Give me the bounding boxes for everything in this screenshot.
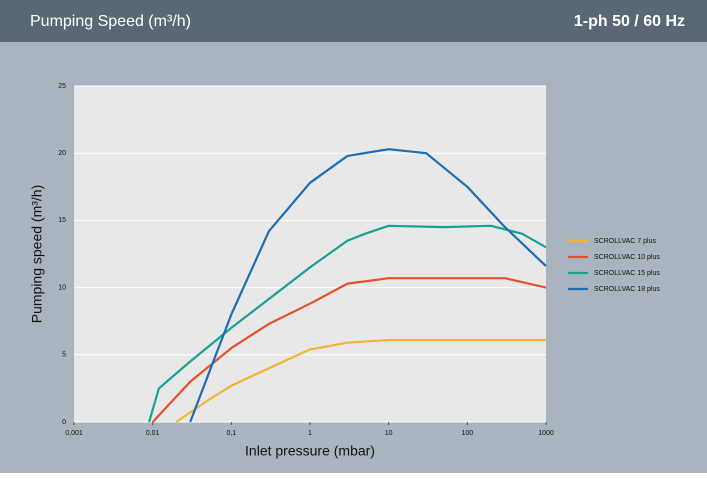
legend-label: SCROLLVAC 18 plus [594,286,660,293]
series-line [148,224,547,423]
x-tick-label: 0,001 [65,430,83,437]
legend-label: SCROLLVAC 10 plus [594,254,660,261]
chart-subtitle: 1-ph 50 / 60 Hz [574,13,685,30]
series-line [175,338,546,423]
legend-label: SCROLLVAC 15 plus [594,270,660,277]
x-tick-label: 10 [385,430,393,437]
x-tick-label: 1 [308,430,312,437]
y-tick-label: 0 [62,419,66,426]
x-tick-label: 0,01 [146,430,160,437]
y-tick-label: 20 [58,150,66,157]
plot-area [74,86,546,422]
x-tick-label: 1000 [538,430,554,437]
series-line [151,277,547,423]
x-tick-label: 0,1 [226,430,236,437]
y-tick-label: 15 [58,217,66,224]
series-line [189,148,547,423]
x-axis-label: Inlet pressure (mbar) [245,443,375,459]
chart-title: Pumping Speed (m³/h) [30,13,191,30]
x-tick-label: 100 [461,430,473,437]
legend-label: SCROLLVAC 7 plus [594,238,656,245]
header-bar [0,0,707,42]
y-tick-label: 10 [58,284,66,291]
y-tick-label: 25 [58,83,66,90]
y-axis-label: Pumping speed (m³/h) [29,185,45,324]
y-tick-label: 5 [62,352,66,359]
